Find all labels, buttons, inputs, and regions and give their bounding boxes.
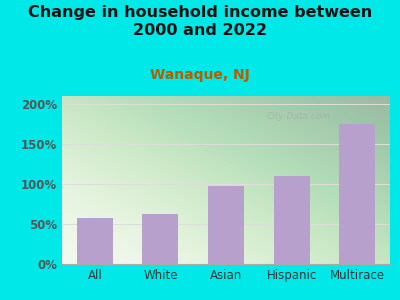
Text: Wanaque, NJ: Wanaque, NJ	[150, 68, 250, 82]
Bar	[208, 186, 244, 264]
Text: City-Data.com: City-Data.com	[266, 112, 330, 121]
Bar	[77, 218, 113, 264]
Bar	[142, 214, 178, 264]
Text: Change in household income between
2000 and 2022: Change in household income between 2000 …	[28, 4, 372, 38]
Bar	[274, 176, 310, 264]
Bar	[339, 124, 375, 264]
